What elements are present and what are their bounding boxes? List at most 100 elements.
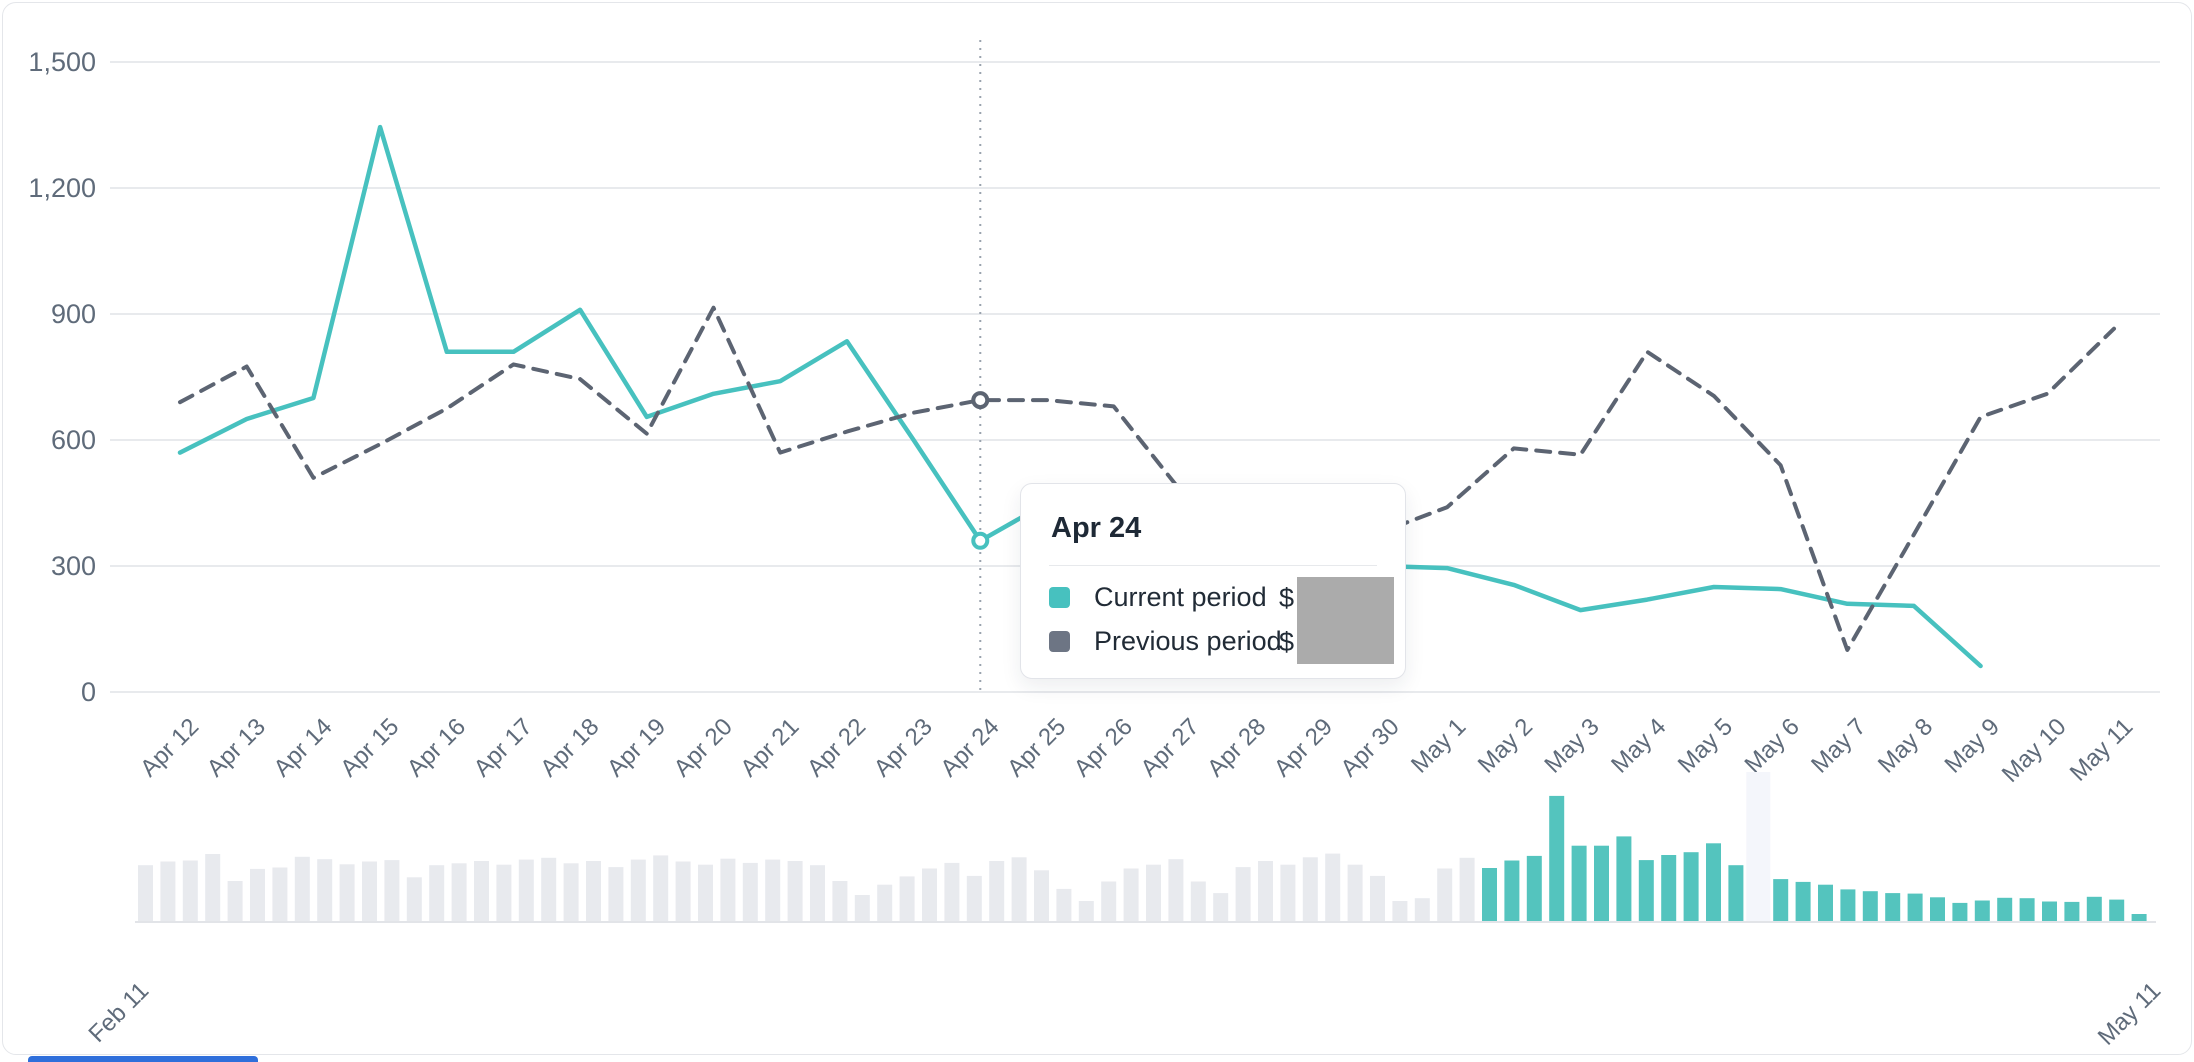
- minimap-bar-selected: [1907, 893, 1923, 921]
- range-selector-minimap[interactable]: [138, 795, 2147, 922]
- minimap-bar-unselected: [698, 864, 713, 921]
- minimap-bar-selected: [1482, 868, 1497, 921]
- current-period-label: Current period: [1094, 581, 1267, 612]
- minimap-bar-unselected: [608, 867, 624, 921]
- x-axis-date-label: Apr 19: [602, 713, 671, 782]
- minimap-bar-selected: [1571, 845, 1587, 921]
- minimap-bar-unselected: [1325, 853, 1341, 921]
- minimap-bar-unselected: [451, 863, 467, 921]
- hover-point-marker: [971, 531, 990, 550]
- y-axis-tick-label: 300: [51, 551, 96, 581]
- minimap-bar-selected: [1974, 900, 1990, 921]
- tooltip-divider: [1049, 565, 1377, 566]
- minimap-bar-unselected: [182, 860, 198, 921]
- minimap-bar-unselected: [1101, 881, 1117, 921]
- minimap-bar-selected: [1885, 893, 1901, 921]
- minimap-bar-selected: [2109, 899, 2125, 921]
- x-axis-date-label: Apr 21: [735, 713, 804, 782]
- minimap-bar-unselected: [1123, 868, 1139, 921]
- minimap-bar-unselected: [653, 855, 669, 921]
- x-axis-date-label: Apr 24: [935, 713, 1004, 782]
- minimap-bar-selected: [1504, 860, 1520, 921]
- x-axis-date-label: May 8: [1873, 713, 1938, 778]
- x-axis-date-label: May 1: [1406, 713, 1471, 778]
- minimap-bar-unselected: [339, 864, 355, 921]
- minimap-bar-unselected: [966, 875, 982, 921]
- minimap-highlight-band: [1746, 772, 1771, 921]
- minimap-bar-selected: [1549, 795, 1565, 921]
- minimap-bar-unselected: [810, 865, 825, 921]
- minimap-bar-unselected: [586, 861, 601, 921]
- y-axis-tick-label: 600: [51, 425, 96, 455]
- x-axis-date-label: May 6: [1739, 713, 1804, 778]
- minimap-bar-unselected: [832, 881, 848, 921]
- x-axis-date-label: Apr 29: [1269, 713, 1338, 782]
- x-axis-date-label: Apr 15: [335, 713, 404, 782]
- y-axis-tick-label: 1,200: [28, 173, 96, 203]
- minimap-bar-unselected: [496, 864, 512, 921]
- minimap-bar-unselected: [1258, 861, 1273, 921]
- minimap-bar-unselected: [1213, 893, 1229, 921]
- minimap-bar-selected: [1683, 852, 1699, 921]
- minimap-bar-unselected: [854, 895, 870, 921]
- x-axis-date-label: Apr 12: [135, 713, 204, 782]
- minimap-bar-unselected: [250, 868, 265, 921]
- tooltip-date-title: Apr 24: [1051, 512, 1142, 544]
- current-value-prefix: $: [1279, 583, 1295, 613]
- minimap-bar-unselected: [541, 857, 557, 921]
- minimap-bar-selected: [1706, 843, 1721, 921]
- tooltip-row-current: Current period: [1049, 580, 1267, 614]
- minimap-bar-selected: [2019, 898, 2035, 921]
- x-axis-date-label: Apr 25: [1002, 713, 1071, 782]
- minimap-bar-unselected: [1302, 857, 1318, 921]
- x-axis-date-label: Apr 26: [1069, 713, 1138, 782]
- x-axis-date-label: May 5: [1673, 713, 1738, 778]
- minimap-bar-selected: [1526, 855, 1542, 921]
- minimap-bar-unselected: [1034, 870, 1049, 921]
- y-axis-tick-label: 900: [51, 299, 96, 329]
- x-axis-date-label: Apr 14: [269, 713, 338, 782]
- minimap-bar-selected: [1818, 884, 1833, 921]
- minimap-bar-unselected: [1056, 888, 1072, 921]
- hover-tooltip: Apr 24 Current period Previous period $ …: [1020, 483, 1406, 679]
- minimap-bar-unselected: [787, 861, 803, 921]
- tooltip-row-previous: Previous period: [1049, 624, 1282, 658]
- minimap-bar-selected: [1795, 881, 1811, 921]
- x-axis-date-label: Apr 30: [1336, 713, 1405, 782]
- minimap-bar-selected: [1773, 879, 1789, 921]
- minimap-bar-unselected: [922, 868, 937, 921]
- x-axis-date-label: May 2: [1473, 713, 1538, 778]
- minimap-bar-unselected: [518, 859, 534, 921]
- minimap-bar-unselected: [160, 861, 176, 921]
- x-axis-date-label: Apr 16: [402, 713, 471, 782]
- x-axis-date-label: Apr 18: [535, 713, 604, 782]
- minimap-bar-unselected: [362, 861, 377, 921]
- minimap-bar-unselected: [1280, 864, 1296, 921]
- minimap-bar-selected: [2131, 914, 2147, 921]
- minimap-bar-selected: [1952, 902, 1968, 921]
- minimap-bar-unselected: [294, 856, 310, 921]
- minimap-bar-selected: [1840, 889, 1856, 921]
- minimap-bar-unselected: [1347, 864, 1363, 921]
- redacted-value-box: [1297, 577, 1394, 664]
- minimap-bar-selected: [1661, 855, 1677, 921]
- minimap-bar-unselected: [877, 884, 893, 921]
- minimap-bar-unselected: [1437, 868, 1453, 921]
- minimap-bar-unselected: [406, 877, 422, 921]
- minimap-bar-unselected: [205, 854, 221, 921]
- minimap-start-label: Feb 11: [84, 977, 155, 1048]
- y-axis-tick-label: 1,500: [28, 47, 96, 77]
- previous-period-label: Previous period: [1094, 625, 1282, 656]
- x-axis-date-label: Apr 17: [469, 713, 538, 782]
- minimap-bar-selected: [1997, 897, 2013, 922]
- x-axis-date-label: May 9: [1940, 713, 2005, 778]
- x-axis-date-label: May 4: [1606, 713, 1671, 778]
- minimap-bar-unselected: [272, 867, 288, 921]
- minimap-bar-unselected: [429, 865, 445, 921]
- x-axis-date-label: May 10: [1997, 713, 2072, 788]
- minimap-bar-unselected: [474, 861, 489, 921]
- minimap-bar-selected: [1930, 897, 1945, 921]
- hover-point-marker: [971, 391, 990, 410]
